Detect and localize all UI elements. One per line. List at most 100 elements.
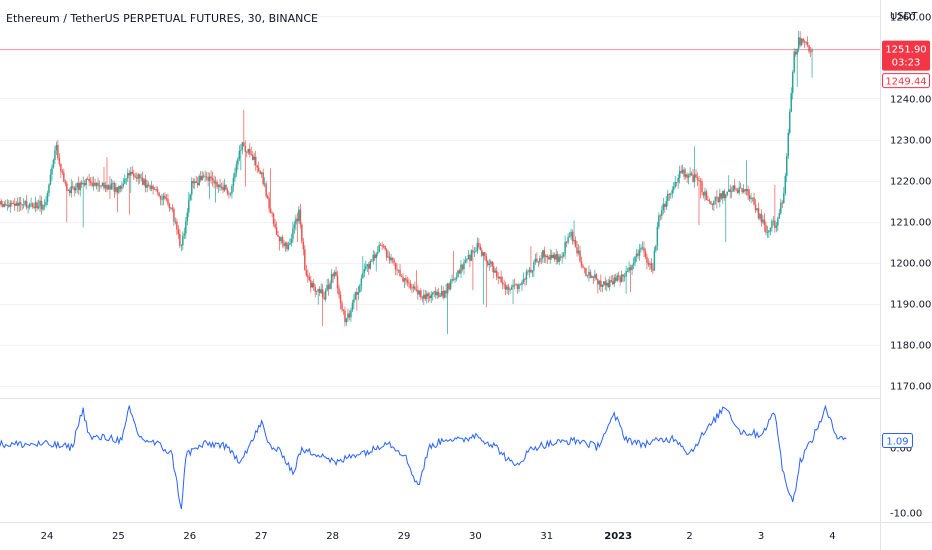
candle-body bbox=[176, 221, 178, 230]
candle-body bbox=[22, 204, 25, 206]
candle-body bbox=[570, 231, 572, 237]
candle-body bbox=[809, 51, 812, 53]
time-tick-label: 31 bbox=[540, 531, 553, 542]
candle-body bbox=[92, 182, 95, 186]
candle-body bbox=[396, 269, 398, 271]
candle-body bbox=[463, 262, 465, 270]
candle-body bbox=[454, 279, 456, 281]
time-tick-label: 25 bbox=[112, 531, 125, 542]
candle-body bbox=[513, 284, 516, 286]
candle-body bbox=[750, 197, 752, 200]
candle-body bbox=[259, 171, 261, 175]
candle-body bbox=[429, 296, 431, 299]
candle-body bbox=[689, 173, 691, 176]
candle-body bbox=[728, 189, 730, 192]
candle-body bbox=[253, 156, 255, 160]
candle-body bbox=[70, 186, 73, 194]
candle-body bbox=[548, 257, 550, 260]
candle-body bbox=[156, 189, 159, 193]
oscillator-axis[interactable]: 0.00 -10.00 bbox=[890, 444, 922, 520]
candle-body bbox=[335, 271, 337, 276]
candle-body bbox=[30, 203, 32, 205]
candle-body bbox=[550, 254, 553, 258]
candle-body bbox=[82, 183, 84, 185]
candle-body bbox=[222, 187, 224, 191]
candle-body bbox=[701, 181, 703, 193]
candle-body bbox=[147, 184, 150, 187]
candle-body bbox=[11, 202, 13, 204]
candle-body bbox=[733, 185, 736, 190]
candle-body bbox=[86, 179, 89, 180]
candle-body bbox=[658, 215, 660, 227]
candle-body bbox=[439, 295, 441, 297]
candle-body bbox=[424, 294, 427, 299]
candle-body bbox=[536, 258, 538, 262]
candle-body bbox=[748, 195, 751, 200]
candle-body bbox=[329, 283, 331, 290]
candle-body bbox=[730, 191, 733, 193]
price-tick-label: 1210.00 bbox=[890, 218, 931, 229]
candle-body bbox=[27, 207, 29, 209]
candle-body bbox=[475, 251, 477, 253]
candle-body bbox=[130, 171, 132, 176]
candle-body bbox=[495, 270, 498, 277]
candle-body bbox=[122, 183, 125, 186]
candle-body bbox=[497, 276, 499, 279]
candle-body bbox=[375, 253, 377, 259]
candle-body bbox=[582, 265, 584, 268]
candle-body bbox=[470, 250, 473, 261]
candle-body bbox=[576, 247, 578, 254]
candle-body bbox=[717, 197, 720, 203]
candle-body bbox=[631, 264, 633, 271]
time-axis[interactable]: 24 25 26 27 28 29 30 31 2023 2 3 4 bbox=[41, 531, 836, 542]
candle-body bbox=[747, 188, 749, 196]
candle-body bbox=[506, 286, 508, 290]
candle-body bbox=[283, 243, 285, 247]
candle-body bbox=[719, 193, 721, 203]
candle-body bbox=[25, 201, 28, 208]
candle-body bbox=[641, 247, 644, 249]
candle-body bbox=[443, 290, 446, 298]
candle-body bbox=[479, 246, 482, 251]
candle-body bbox=[751, 197, 754, 199]
candle-body bbox=[158, 192, 160, 197]
candle-body bbox=[226, 189, 229, 194]
candle-body bbox=[185, 221, 187, 234]
candle-body bbox=[265, 183, 267, 197]
candle-body bbox=[714, 196, 717, 201]
candle-body bbox=[653, 250, 656, 271]
candle-body bbox=[476, 243, 479, 252]
countdown-label: 03:23 bbox=[892, 58, 921, 69]
candle-body bbox=[524, 278, 526, 280]
candle-body bbox=[183, 233, 186, 236]
candle-body bbox=[811, 49, 813, 52]
candle-body bbox=[492, 266, 495, 273]
candle-body bbox=[198, 176, 200, 186]
candle-body bbox=[449, 280, 452, 290]
candle-body bbox=[240, 149, 242, 151]
candle-body bbox=[436, 292, 438, 296]
candle-body bbox=[121, 185, 123, 189]
candle-body bbox=[365, 266, 367, 270]
oscillator-pane[interactable] bbox=[0, 404, 847, 510]
candle-body bbox=[43, 205, 46, 206]
candle-body bbox=[530, 269, 532, 273]
candle-body bbox=[546, 255, 549, 258]
candle-body bbox=[387, 256, 389, 258]
candle-body bbox=[174, 221, 177, 223]
candle-body bbox=[345, 318, 348, 323]
candle-body bbox=[351, 302, 354, 311]
candle-body bbox=[57, 145, 59, 159]
candle-body bbox=[412, 286, 415, 289]
candle-body bbox=[393, 259, 395, 264]
candle-body bbox=[704, 191, 706, 196]
candle-body bbox=[464, 260, 467, 263]
candle-body bbox=[254, 156, 257, 166]
price-axis[interactable]: USDT 1170.00 1180.00 1190.00 1200.00 1210.00… bbox=[890, 11, 931, 393]
candle-body bbox=[116, 187, 119, 193]
candle-body bbox=[415, 289, 418, 291]
price-pane[interactable] bbox=[0, 30, 880, 334]
candle-body bbox=[360, 278, 363, 286]
candle-body bbox=[757, 208, 760, 219]
